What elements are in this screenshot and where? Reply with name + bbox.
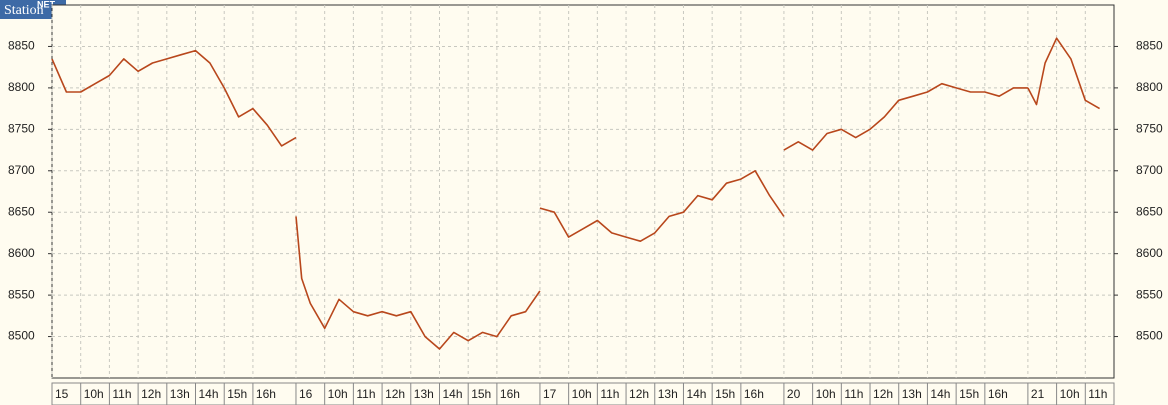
logo-badge: NET xyxy=(37,0,56,9)
x-tick-label: 15h xyxy=(471,387,491,401)
x-tick-label: 15h xyxy=(227,387,247,401)
y-tick-label-right: 8800 xyxy=(1136,80,1163,94)
x-tick-label: 14h xyxy=(930,387,950,401)
y-tick-label: 8600 xyxy=(8,246,35,260)
y-tick-label-right: 8600 xyxy=(1136,246,1163,260)
x-tick-label: 16h xyxy=(988,387,1008,401)
x-tick-label: 10h xyxy=(816,387,836,401)
x-tick-label: 11h xyxy=(600,387,619,401)
y-tick-label-right: 8700 xyxy=(1136,163,1163,177)
price-line xyxy=(51,37,1101,350)
x-tick-label: 10h xyxy=(328,387,348,401)
x-tick-label: 12h xyxy=(873,387,893,401)
y-tick-label: 8750 xyxy=(8,122,35,136)
y-tick-label: 8700 xyxy=(8,163,35,177)
x-tick-label: 14h xyxy=(199,387,219,401)
x-tick-label: 12h xyxy=(141,387,161,401)
y-tick-label-right: 8500 xyxy=(1136,329,1163,343)
x-tick-label: 11h xyxy=(112,387,131,401)
logo: Station xyxy=(4,3,44,18)
x-tick-label: 20 xyxy=(787,387,801,401)
x-tick-label: 10h xyxy=(572,387,592,401)
x-tick-label: 10h xyxy=(84,387,104,401)
x-tick-label: 11h xyxy=(844,387,863,401)
x-tick-label: 16h xyxy=(500,387,520,401)
y-tick-label: 8650 xyxy=(8,204,35,218)
x-tick-label: 13h xyxy=(170,387,190,401)
x-tick-label: 11h xyxy=(1088,387,1107,401)
x-tick-label: 10h xyxy=(1060,387,1080,401)
x-tick-label: 16h xyxy=(256,387,276,401)
x-tick-label: 12h xyxy=(629,387,649,401)
y-tick-label: 8800 xyxy=(8,80,35,94)
y-tick-label-right: 8850 xyxy=(1136,39,1163,53)
y-tick-label: 8850 xyxy=(8,39,35,53)
y-tick-label-right: 8750 xyxy=(1136,122,1163,136)
x-tick-label: 15h xyxy=(715,387,735,401)
logo-box xyxy=(0,0,66,19)
y-tick-label-right: 8650 xyxy=(1136,204,1163,218)
x-tick-label: 11h xyxy=(356,387,375,401)
y-tick-label: 8500 xyxy=(8,329,35,343)
x-tick-label: 15h xyxy=(959,387,979,401)
x-tick-label: 14h xyxy=(686,387,706,401)
x-tick-label: 17 xyxy=(543,387,557,401)
y-tick-label: 8550 xyxy=(8,287,35,301)
x-tick-label: 12h xyxy=(385,387,405,401)
x-tick-label: 13h xyxy=(902,387,922,401)
x-tick-label: 16h xyxy=(744,387,764,401)
plot-area xyxy=(51,4,1115,379)
x-tick-label: 13h xyxy=(414,387,434,401)
x-tick-label: 14h xyxy=(442,387,462,401)
x-tick-label: 15 xyxy=(55,387,69,401)
x-tick-label: 16 xyxy=(299,387,313,401)
x-tick-label: 21 xyxy=(1031,387,1045,401)
x-tick-label: 13h xyxy=(658,387,678,401)
y-tick-label-right: 8550 xyxy=(1136,287,1163,301)
